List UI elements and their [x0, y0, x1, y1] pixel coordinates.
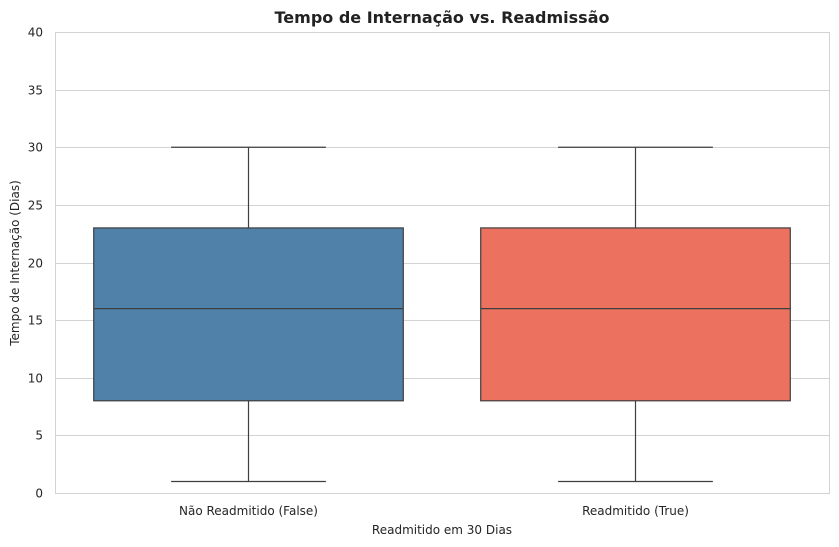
x-axis-label: Readmitido em 30 Dias	[372, 523, 512, 537]
y-tick-label: 25	[28, 199, 43, 213]
y-tick-label: 30	[28, 141, 43, 155]
y-tick-label: 15	[28, 314, 43, 328]
y-tick-label: 35	[28, 84, 43, 98]
y-tick-label: 40	[28, 26, 43, 40]
iqr-box	[480, 227, 791, 402]
y-axis-ticks: 0 5 10 15 20 25 30 35 40	[28, 26, 43, 501]
box-group	[480, 146, 791, 483]
y-tick-label: 5	[35, 429, 43, 443]
y-tick-label: 10	[28, 372, 43, 386]
chart-title: Tempo de Internação vs. Readmissão	[275, 8, 610, 27]
iqr-box	[93, 227, 404, 402]
y-tick-label: 20	[28, 257, 43, 271]
boxes	[93, 146, 791, 483]
plot-area-frame	[55, 32, 830, 494]
y-axis-label: Tempo de Internação (Dias)	[8, 180, 22, 347]
y-tick-label: 0	[35, 487, 43, 501]
x-tick-label: Não Readmitido (False)	[179, 504, 318, 518]
x-tick-label: Readmitido (True)	[582, 504, 689, 518]
x-axis-ticks: Não Readmitido (False) Readmitido (True)	[179, 504, 689, 518]
box-group	[93, 146, 404, 483]
